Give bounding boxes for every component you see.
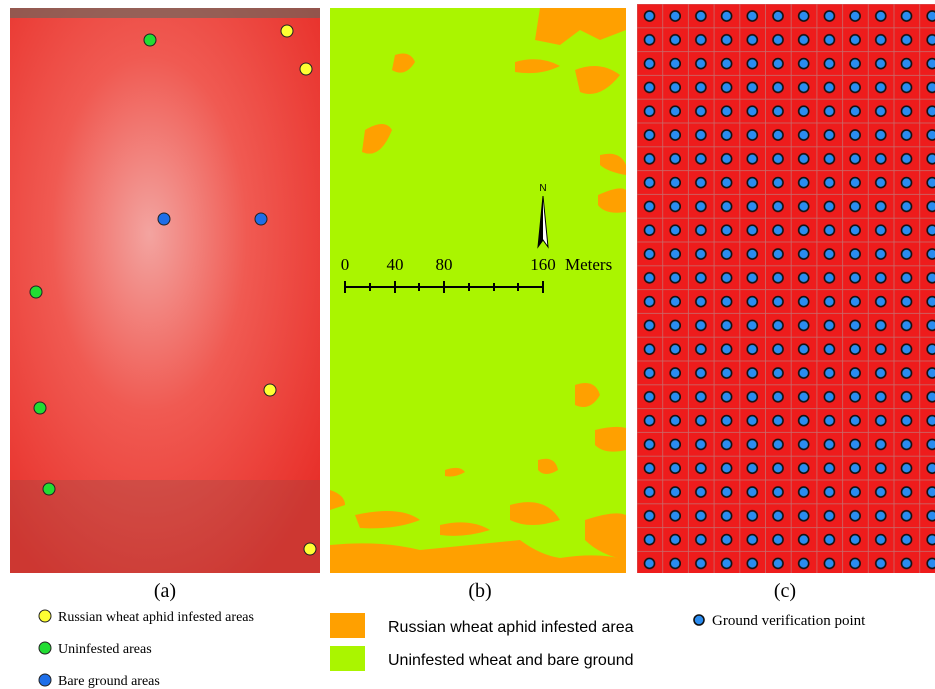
image-edge xyxy=(10,8,320,18)
panel-a xyxy=(10,8,320,573)
legend-text: Uninfested wheat and bare ground xyxy=(388,652,634,669)
legend-text: Russian wheat aphid infested area xyxy=(388,619,634,636)
panel-label: (c) xyxy=(774,580,796,602)
legend-text: Russian wheat aphid infested areas xyxy=(58,610,254,625)
yellow-point xyxy=(264,384,276,396)
legend-text: Uninfested areas xyxy=(58,642,152,657)
panel-label: (a) xyxy=(154,580,176,602)
legend-marker xyxy=(694,615,704,625)
image-shade xyxy=(10,480,320,573)
yellow-point xyxy=(304,543,316,555)
legend-text: Ground verification point xyxy=(712,613,866,629)
legend-marker xyxy=(39,642,51,654)
green-point xyxy=(43,483,55,495)
legend-marker xyxy=(39,674,51,686)
blue-point xyxy=(255,213,267,225)
figure: 0 40 80 160 Meters N (a) (b) (c) Russian… xyxy=(0,0,935,689)
legend-text: Bare ground areas xyxy=(58,674,160,689)
legend-swatch xyxy=(330,646,365,671)
legend-marker xyxy=(39,610,51,622)
green-point xyxy=(144,34,156,46)
north-label: N xyxy=(539,183,546,194)
yellow-point xyxy=(281,25,293,37)
panel-label: (b) xyxy=(468,580,491,602)
panel-c xyxy=(637,4,935,573)
green-point xyxy=(30,286,42,298)
map xyxy=(330,8,626,573)
scale-label: 80 xyxy=(436,255,453,274)
scale-label: 0 xyxy=(341,255,350,274)
scale-label: 40 xyxy=(387,255,404,274)
scale-unit: Meters xyxy=(565,255,612,274)
legend-swatch xyxy=(330,613,365,638)
scale-label: 160 xyxy=(530,255,556,274)
green-point xyxy=(34,402,46,414)
panel-b: 0 40 80 160 Meters N xyxy=(330,8,626,573)
blue-point xyxy=(158,213,170,225)
grid-map xyxy=(637,4,935,573)
yellow-point xyxy=(300,63,312,75)
